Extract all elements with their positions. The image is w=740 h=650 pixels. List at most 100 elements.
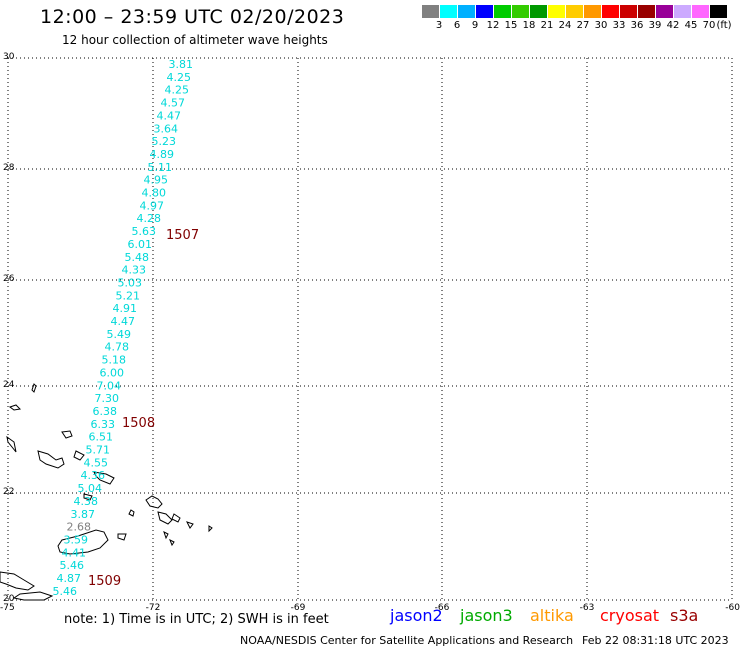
wave-height-label: 5.46 — [53, 585, 78, 598]
wave-height-label: 7.04 — [97, 379, 122, 392]
wave-height-label: 6.51 — [89, 431, 114, 444]
lat-tick-label: 30 — [3, 52, 15, 62]
wave-height-label: 5.23 — [152, 135, 177, 148]
legend-label: 39 — [648, 20, 662, 31]
wave-height-label: 4.80 — [142, 187, 167, 200]
legend-swatch — [674, 5, 691, 18]
wave-height-label: 3.64 — [154, 122, 179, 135]
lat-tick-label: 26 — [3, 274, 15, 284]
legend-swatch — [494, 5, 511, 18]
lat-tick-label: 20 — [3, 594, 15, 604]
wave-height-label: 5.03 — [118, 276, 143, 289]
island — [145, 495, 163, 509]
legend-swatch — [476, 5, 493, 18]
pass-number-label: 1508 — [122, 416, 155, 431]
legend-swatch — [710, 5, 727, 18]
legend-label: 33 — [612, 20, 626, 31]
wave-height-label: 5.21 — [116, 289, 141, 302]
legend-swatches — [422, 5, 728, 18]
legend-labels: 3 6 9 12 15 18 21 24 27 30 33 36 39 42 45 70 (ft) — [422, 18, 732, 32]
lon-tick-label: -72 — [146, 603, 161, 613]
legend-label: 42 — [666, 20, 680, 31]
wave-height-label: 4.47 — [111, 315, 136, 328]
wave-height-label: 6.33 — [91, 418, 116, 431]
wave-height-label: 7.30 — [95, 392, 120, 405]
satellite-name: jason2 — [390, 606, 443, 625]
lat-tick-label: 24 — [3, 380, 15, 390]
lon-tick-label: -75 — [0, 603, 15, 613]
legend-swatch — [584, 5, 601, 18]
wave-height-label: 4.78 — [105, 341, 130, 354]
island — [0, 571, 35, 591]
legend-label: (ft) — [716, 20, 732, 31]
wave-height-label: 4.41 — [62, 546, 87, 559]
wave-height-label: 5.04 — [78, 482, 103, 495]
lon-tick-label: -60 — [725, 603, 740, 613]
wave-height-label: 4.47 — [157, 109, 182, 122]
pass-number-label: 1507 — [166, 228, 199, 243]
island — [73, 450, 85, 461]
wave-height-label: 4.25 — [165, 84, 190, 97]
credit-text: NOAA/NESDIS Center for Satellite Applica… — [240, 634, 574, 647]
legend-label: 24 — [558, 20, 572, 31]
wave-height-label: 4.95 — [144, 174, 169, 187]
island — [83, 493, 93, 501]
color-legend: 3 6 9 12 15 18 21 24 27 30 33 36 39 42 45 70 (ft) — [422, 5, 732, 32]
wave-height-label: 4.38 — [74, 495, 99, 508]
island — [171, 513, 181, 523]
lat-tick-label: 28 — [3, 163, 15, 173]
wave-height-label: 5.46 — [60, 559, 85, 572]
lat-tick-label: 22 — [3, 487, 14, 497]
wave-height-label: 5.71 — [86, 444, 111, 457]
legend-label: 27 — [576, 20, 590, 31]
island — [128, 509, 135, 517]
island — [117, 533, 127, 541]
chart-title: 12:00 – 23:59 UTC 02/20/2023 — [40, 6, 345, 28]
satellite-name: s3a — [670, 606, 699, 625]
legend-swatch — [692, 5, 709, 18]
wave-height-label: 4.28 — [137, 212, 162, 225]
island — [157, 511, 173, 525]
lon-tick-label: -63 — [580, 603, 595, 613]
legend-swatch — [530, 5, 547, 18]
lat-lon-grid — [7, 57, 733, 601]
island — [8, 404, 22, 411]
legend-swatch — [440, 5, 457, 18]
legend-label: 12 — [486, 20, 500, 31]
wave-height-label: 3.87 — [71, 508, 96, 521]
legend-swatch — [620, 5, 637, 18]
timestamp-text: Feb 22 08:31:18 UTC 2023 — [582, 634, 729, 647]
wave-height-label: 2.68 — [67, 521, 92, 534]
wave-height-label: 4.55 — [84, 456, 109, 469]
legend-label: 3 — [435, 20, 443, 31]
legend-swatch — [638, 5, 655, 18]
wave-height-label: 4.36 — [81, 469, 106, 482]
island — [57, 529, 109, 555]
island — [6, 435, 17, 453]
legend-swatch — [602, 5, 619, 18]
legend-label: 21 — [540, 20, 554, 31]
legend-label: 6 — [453, 20, 461, 31]
wave-height-label: 4.25 — [167, 71, 192, 84]
satellite-name: jason3 — [460, 606, 513, 625]
lon-tick-label: -69 — [291, 603, 306, 613]
wave-height-label: 5.18 — [102, 354, 127, 367]
legend-swatch — [422, 5, 439, 18]
wave-height-label: 4.97 — [140, 199, 165, 212]
satellite-name: cryosat — [600, 606, 660, 625]
lon-tick-label: -66 — [435, 603, 450, 613]
island — [208, 525, 213, 533]
legend-swatch — [548, 5, 565, 18]
wave-height-label: 5.11 — [148, 161, 173, 174]
legend-label: 18 — [522, 20, 536, 31]
wave-height-label: 4.57 — [161, 97, 186, 110]
island — [37, 450, 65, 469]
island — [169, 538, 175, 547]
legend-swatch — [656, 5, 673, 18]
axis-tick-labels: 30 28 26 24 22 20-75 -72 -69 -66 -63 -60 — [0, 52, 740, 613]
pass-number-label: 1509 — [88, 574, 121, 589]
legend-label: 36 — [630, 20, 644, 31]
wave-height-label: 4.91 — [113, 302, 138, 315]
legend-swatch — [566, 5, 583, 18]
